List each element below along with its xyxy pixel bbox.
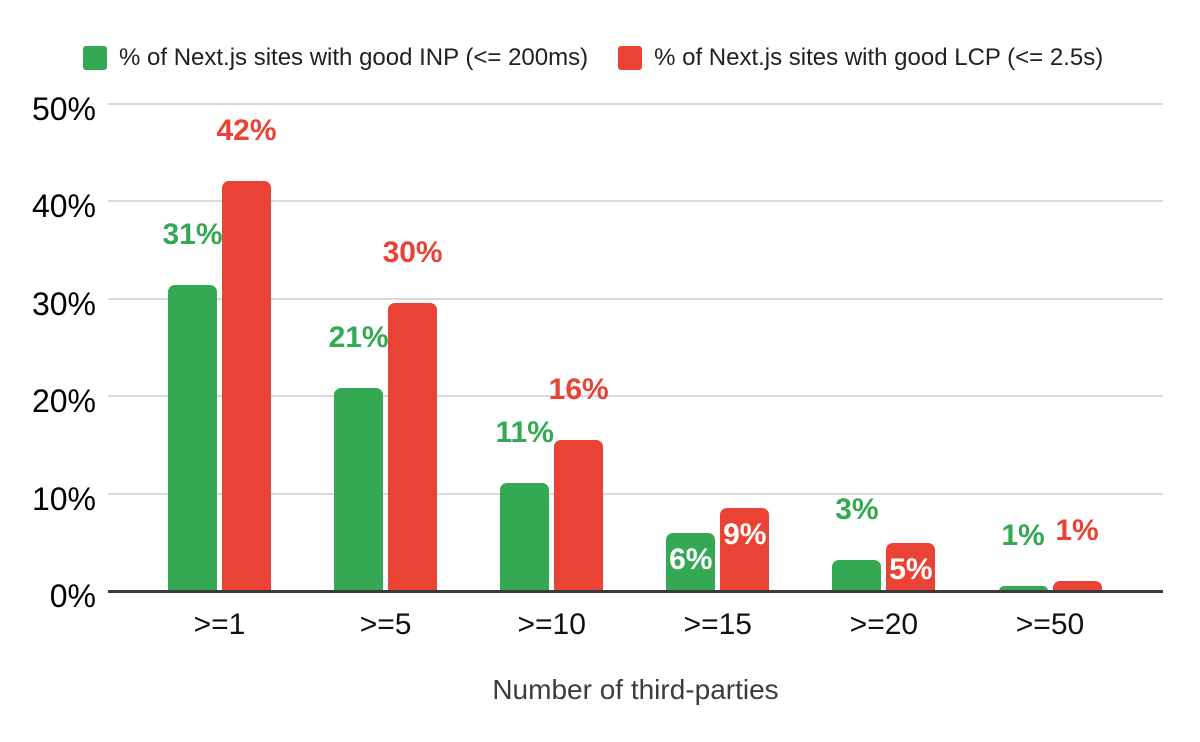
x-tick-label-ge1: >=1 <box>193 608 246 641</box>
bar-lcp-ge1 <box>222 180 271 591</box>
data-label-lcp-ge50: 1% <box>1055 514 1099 548</box>
bar-lcp-ge15 <box>720 508 770 591</box>
data-label-lcp-ge10: 16% <box>548 373 609 407</box>
x-axis-title: Number of third-parties <box>492 674 779 705</box>
data-label-inp-ge50: 1% <box>1001 519 1045 553</box>
y-tick-label-40: 40% <box>31 188 96 225</box>
y-tick-label-0: 0% <box>49 578 96 614</box>
gridline-30 <box>108 297 1163 300</box>
lcp-legend-label: % of Next.js sites with good LCP (<= 2.5… <box>654 44 1104 71</box>
y-tick-label-20: 20% <box>31 383 96 420</box>
lcp-legend-swatch-icon <box>618 46 643 70</box>
legend-item-inp: % of Next.js sites with good INP (<= 200… <box>83 44 588 72</box>
inp-legend-label: % of Next.js sites with good INP (<= 200… <box>119 44 589 71</box>
data-label-inp-ge10: 11% <box>495 415 554 449</box>
gridline-20 <box>108 395 1163 398</box>
data-label-inp-ge15: 6% <box>669 542 713 576</box>
data-label-lcp-ge1: 42% <box>216 113 277 147</box>
x-tick-label-ge10: >=10 <box>517 608 586 641</box>
y-tick-label-10: 10% <box>31 480 96 517</box>
bar-inp-ge1 <box>168 285 217 591</box>
x-tick-label-ge15: >=15 <box>683 608 752 641</box>
data-label-lcp-ge5: 30% <box>382 235 443 269</box>
bar-inp-ge10 <box>500 482 550 591</box>
legend-item-lcp: % of Next.js sites with good LCP (<= 2.5… <box>618 44 1103 72</box>
gridline-40 <box>108 200 1163 203</box>
y-tick-label-30: 30% <box>31 285 96 322</box>
data-label-lcp-ge20: 5% <box>889 553 933 587</box>
x-tick-label-ge50: >=50 <box>1015 608 1085 641</box>
y-tick-label-50: 50% <box>31 91 96 127</box>
x-axis-line <box>108 590 1163 593</box>
chart-legend: % of Next.js sites with good INP (<= 200… <box>83 44 1103 72</box>
bar-lcp-ge10 <box>554 440 604 591</box>
bar-lcp-ge50 <box>1052 581 1102 591</box>
data-label-lcp-ge15: 9% <box>723 518 767 552</box>
bar-lcp-ge5 <box>388 302 438 591</box>
x-tick-label-ge20: >=20 <box>849 608 919 641</box>
data-label-inp-ge1: 31% <box>162 218 223 252</box>
x-tick-label-ge5: >=5 <box>359 608 412 641</box>
bar-inp-ge5 <box>334 388 384 591</box>
gridline-50 <box>108 103 1163 105</box>
bar-lcp-ge20 <box>886 543 936 591</box>
inp-legend-swatch-icon <box>83 46 107 70</box>
bar-inp-ge50 <box>998 586 1048 591</box>
bar-inp-ge15 <box>666 532 716 591</box>
data-label-inp-ge20: 3% <box>835 492 879 526</box>
bar-inp-ge20 <box>832 559 882 591</box>
data-label-inp-ge5: 21% <box>328 321 389 355</box>
gridline-10 <box>108 492 1163 495</box>
